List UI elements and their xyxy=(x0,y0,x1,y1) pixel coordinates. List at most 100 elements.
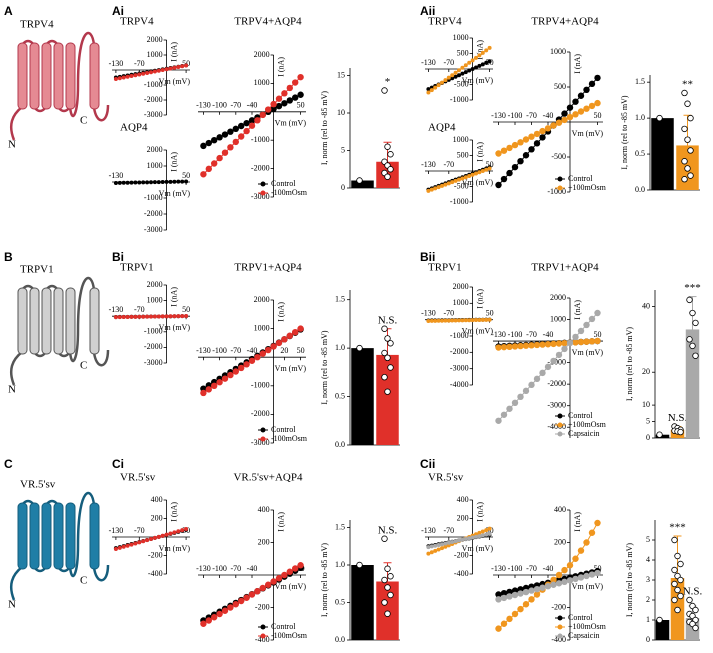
significance-label: *** xyxy=(669,522,686,534)
data-point xyxy=(470,58,475,63)
data-point xyxy=(281,571,288,579)
chart-title: AQP4 xyxy=(428,122,456,134)
legend-marker xyxy=(557,185,563,191)
x-axis-label: Vm (mV) xyxy=(159,544,191,553)
y-tick-label: 1.0 xyxy=(635,113,645,122)
data-point xyxy=(495,596,502,603)
x-tick-label: -130 xyxy=(109,59,124,68)
x-tick-label: -40 xyxy=(543,564,554,573)
data-point xyxy=(689,309,696,317)
data-point xyxy=(265,581,272,588)
data-point xyxy=(572,339,579,346)
significance-label: ** xyxy=(682,79,693,91)
y-tick-label: -1000 xyxy=(144,80,163,89)
y-tick-label: -4000 xyxy=(547,422,566,431)
data-point xyxy=(227,128,234,135)
data-point xyxy=(381,576,388,584)
data-point xyxy=(275,339,283,347)
data-point xyxy=(149,314,153,319)
data-point xyxy=(477,63,482,68)
data-point xyxy=(238,364,245,372)
data-point xyxy=(184,179,189,184)
y-tick-label: 500 xyxy=(457,150,469,159)
data-point xyxy=(160,314,165,319)
data-point xyxy=(528,587,535,594)
y-tick-label: -200 xyxy=(148,550,163,559)
x-tick-label: -130 xyxy=(109,526,124,535)
data-point xyxy=(684,100,691,107)
y-tick-label: 0 xyxy=(646,635,650,644)
data-point xyxy=(254,588,261,595)
data-point xyxy=(681,125,688,133)
data-point xyxy=(133,73,138,78)
bar xyxy=(655,620,670,640)
x-tick-label: 50 xyxy=(182,171,190,180)
data-point xyxy=(211,137,218,144)
data-point xyxy=(484,528,489,533)
data-point xyxy=(286,97,293,104)
data-point xyxy=(484,317,489,322)
data-point xyxy=(561,110,568,117)
chart-title: TRPV4 xyxy=(428,16,462,28)
data-point xyxy=(443,541,448,546)
data-point xyxy=(506,593,513,600)
data-point xyxy=(528,146,535,153)
x-axis-label: Vm (mV) xyxy=(572,348,604,357)
data-point xyxy=(426,188,431,193)
data-point xyxy=(232,368,239,375)
chart-title: TRPV1 xyxy=(120,262,154,274)
data-point xyxy=(522,601,530,608)
data-point xyxy=(484,48,489,53)
data-point xyxy=(281,100,288,107)
y-tick-label: 2000 xyxy=(147,145,163,154)
data-point xyxy=(275,102,283,110)
data-point xyxy=(453,539,458,544)
data-point xyxy=(450,76,455,81)
data-point xyxy=(671,580,678,588)
data-point xyxy=(426,545,431,550)
data-point xyxy=(561,566,568,574)
y-tick-label: 2000 xyxy=(453,282,469,291)
data-point xyxy=(426,551,431,556)
y-tick-label: 200 xyxy=(457,513,469,522)
data-point xyxy=(681,158,688,165)
y-tick-label: 3 xyxy=(646,575,650,584)
data-point xyxy=(145,314,150,319)
data-point xyxy=(572,333,579,341)
y-axis-label: I (nA) xyxy=(475,502,484,522)
y-axis-label: I, norm (rel to -85 mV) xyxy=(620,95,629,170)
y-tick-label: -3000 xyxy=(547,401,566,410)
data-point xyxy=(426,90,431,95)
data-point xyxy=(506,615,513,623)
data-point xyxy=(470,535,475,540)
data-point xyxy=(594,519,601,527)
y-tick-label: 2 xyxy=(646,595,650,604)
data-point xyxy=(129,314,134,319)
data-point xyxy=(588,315,596,323)
data-point xyxy=(477,317,482,322)
protein-name: TRPV4 xyxy=(20,19,54,31)
data-point xyxy=(457,318,461,323)
x-axis-label: Vm (mV) xyxy=(159,189,191,198)
data-point xyxy=(172,179,177,184)
legend-marker xyxy=(557,624,563,630)
bar xyxy=(655,434,670,438)
data-point xyxy=(113,315,118,320)
y-tick-label: 200 xyxy=(258,537,270,546)
data-point xyxy=(450,180,455,185)
x-tick-label: -130 xyxy=(109,171,124,180)
data-point xyxy=(243,361,250,368)
y-tick-label: 1000 xyxy=(147,295,163,304)
x-tick-label: -70 xyxy=(443,160,454,169)
data-point xyxy=(446,540,451,545)
data-point xyxy=(477,530,482,535)
helix xyxy=(41,287,52,355)
data-point xyxy=(544,583,552,590)
data-point xyxy=(433,548,438,553)
data-point xyxy=(533,341,541,349)
y-axis-label: I, norm (rel to -85 mV) xyxy=(320,91,329,166)
data-point xyxy=(113,77,118,81)
data-point xyxy=(692,319,699,327)
data-point xyxy=(436,83,441,88)
y-tick-label: 1000 xyxy=(147,161,163,170)
